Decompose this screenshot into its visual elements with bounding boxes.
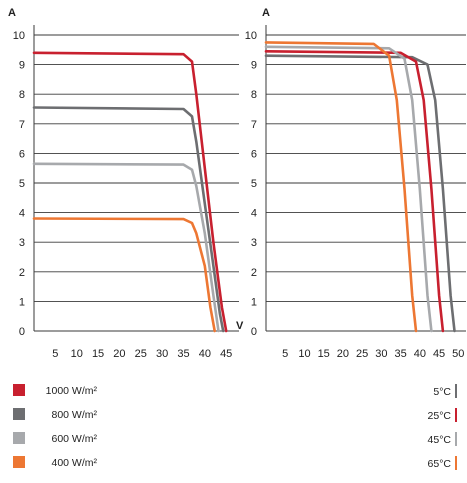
legend-swatch [455,408,457,422]
y-tick-label: 6 [251,148,257,160]
y-tick-label: 8 [19,89,25,101]
series-line [32,162,220,333]
legend-label: 25°C [428,410,452,422]
series-line [264,41,418,333]
x-tick-label: 45 [220,348,232,360]
legend-label: 65°C [428,458,452,470]
legend-swatch [455,384,457,398]
x-tick-label: 10 [298,348,310,360]
legend-swatch [13,456,25,468]
y-tick-label: 8 [251,89,257,101]
y-tick-label: 4 [251,208,257,220]
x-tick-label: 15 [92,348,104,360]
legend-swatch [13,432,25,444]
x-tick-label: 10 [71,348,83,360]
y-tick-label: 5 [251,178,257,190]
y-tick-label: 7 [19,119,25,131]
series-line [264,45,433,333]
legend-left: 1000 W/m² 800 W/m² 600 W/m² 400 W/m² [13,384,97,469]
x-tick-label: 40 [199,348,211,360]
legend-swatch [13,408,25,420]
legend-label: 400 W/m² [51,457,97,469]
y-tick-label: 6 [19,148,25,160]
x-tick-label: 35 [394,348,406,360]
x-tick-label: 45 [433,348,445,360]
y-tick-label: 4 [19,208,25,220]
x-tick-label: 50 [452,348,464,360]
y-tick-label: 9 [19,60,25,72]
y-tick-label: 2 [251,267,257,279]
x-tick-label: 5 [52,348,58,360]
series-line [32,51,228,333]
x-tick-label: 20 [113,348,125,360]
y-tick-label: 5 [19,178,25,190]
x-tick-label: 5 [282,348,288,360]
y-tick-label: 3 [251,237,257,249]
y-tick-label: 7 [251,119,257,131]
legend-label: 5°C [433,386,451,398]
x-tick-label: 20 [337,348,349,360]
legend-label: 1000 W/m² [46,385,98,397]
legend-label: 800 W/m² [51,409,97,421]
legend-label: 45°C [428,434,452,446]
x-tick-label: 40 [414,348,426,360]
series-line [32,217,216,333]
y-tick-label: 10 [245,30,257,42]
legend-label: 600 W/m² [51,433,97,445]
series-line [32,106,225,333]
x-tick-label: 30 [156,348,168,360]
x-axis-label: V [236,320,244,332]
y-tick-label: 3 [19,237,25,249]
x-tick-label: 15 [318,348,330,360]
x-tick-label: 35 [177,348,189,360]
y-axis-label: A [8,7,16,19]
y-tick-label: 10 [13,30,25,42]
legend-right: 5°C 25°C 45°C 65°C [428,384,457,470]
legend-swatch [455,432,457,446]
legend-swatch [455,456,457,470]
x-tick-label: 25 [356,348,368,360]
series-line [264,54,456,333]
y-tick-label: 2 [19,267,25,279]
x-tick-label: 30 [375,348,387,360]
y-axis-label: A [262,7,270,19]
series-line [264,50,445,333]
y-tick-label: 1 [251,296,257,308]
y-tick-label: 0 [251,326,257,338]
y-tick-label: 9 [251,60,257,72]
y-tick-label: 0 [19,326,25,338]
legend-swatch [13,384,25,396]
x-tick-label: 25 [135,348,147,360]
y-tick-label: 1 [19,296,25,308]
